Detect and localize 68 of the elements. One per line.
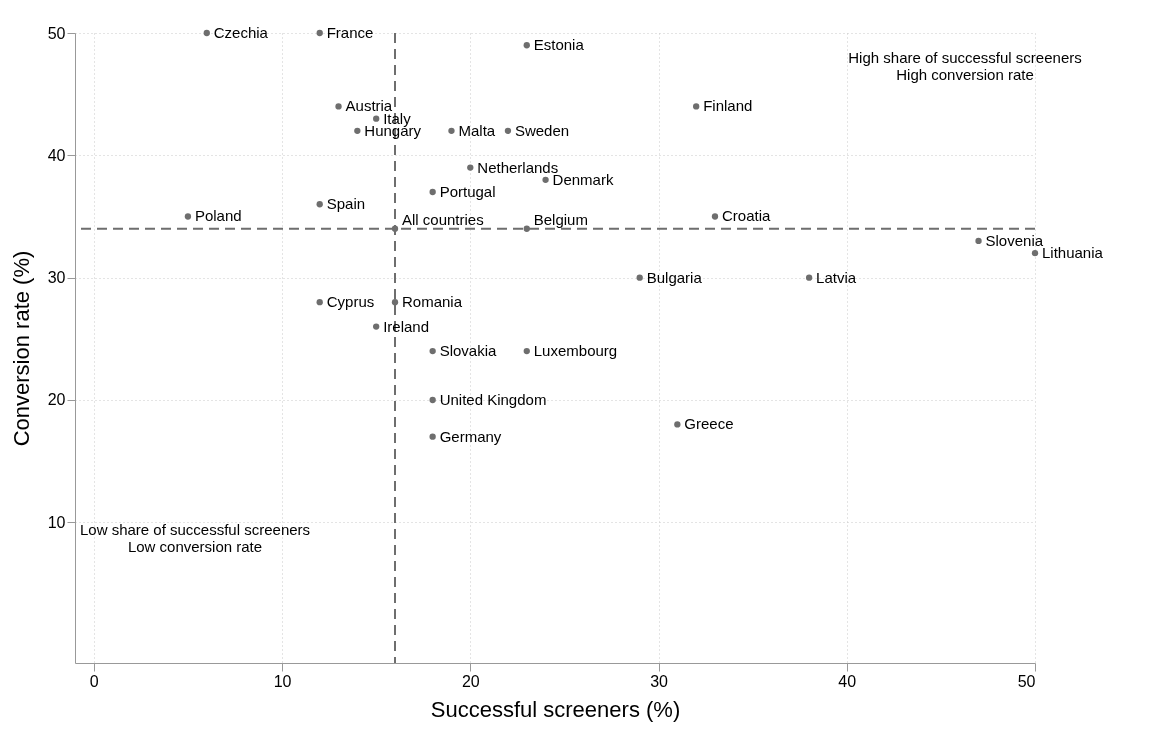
point: [429, 396, 436, 404]
data-label: Portugal: [439, 183, 496, 201]
point: [429, 433, 436, 440]
data-label: Netherlands: [477, 158, 559, 176]
data-label: Slovakia: [439, 342, 497, 360]
point: [805, 274, 813, 281]
x-tick-label: 10: [273, 672, 292, 690]
point: [523, 225, 530, 232]
point: [467, 164, 474, 171]
data-label: Romania: [402, 293, 463, 311]
x-tick-label: 50: [1017, 672, 1036, 690]
data-label: Cyprus: [326, 293, 375, 311]
point: [184, 213, 192, 220]
y-axis-title: Conversion rate (%): [8, 250, 34, 447]
point: [523, 42, 530, 49]
data-label: Czechia: [213, 24, 269, 41]
x-tick-label: 20: [461, 672, 480, 690]
point: [1031, 250, 1039, 257]
x-tick-label: 0: [89, 672, 99, 690]
data-label: Malta: [458, 121, 496, 139]
y-tick-label: 50: [47, 24, 66, 42]
x-axis-title: Successful screeners (%): [430, 696, 681, 722]
data-label: Greece: [684, 415, 734, 433]
point: [429, 347, 436, 355]
point: [316, 29, 323, 37]
data-label: Lithuania: [1042, 244, 1104, 262]
data-label: Finland: [703, 97, 753, 115]
point: [542, 176, 549, 183]
x-tick-label: 30: [650, 672, 669, 690]
point: [373, 115, 380, 122]
point: [354, 127, 361, 135]
x-tick-label: 40: [838, 672, 857, 690]
point: [711, 213, 719, 220]
point: [693, 103, 700, 110]
data-label: Estonia: [533, 36, 585, 54]
point: [975, 237, 982, 245]
y-tick-label: 10: [47, 513, 66, 531]
data-label: Slovenia: [985, 231, 1044, 249]
data-label: Belgium: [533, 210, 588, 228]
point: [523, 347, 530, 355]
data-label: All countries: [402, 210, 484, 228]
data-label: Austria: [345, 97, 393, 115]
point: [429, 188, 436, 196]
y-tick-label: 40: [47, 146, 66, 164]
data-label: Poland: [194, 207, 242, 225]
data-label: Germany: [439, 427, 502, 445]
point: [636, 274, 643, 281]
point: [203, 29, 210, 37]
point: [373, 323, 380, 330]
data-label: Luxembourg: [533, 342, 618, 360]
data-label: Bulgaria: [646, 268, 703, 286]
annotation: Low share of successful screeners Low conversion rate: [79, 521, 311, 555]
data-label: United Kingdom: [439, 390, 547, 408]
point: [448, 127, 455, 135]
y-tick-label: 30: [47, 269, 66, 287]
point: [316, 298, 323, 306]
data-label: Croatia: [722, 207, 772, 225]
data-label: Spain: [326, 195, 366, 213]
point: [391, 298, 399, 306]
point: [335, 103, 342, 110]
point: [316, 201, 323, 208]
data-label: Latvia: [816, 268, 857, 286]
point: [674, 421, 681, 428]
data-label: France: [326, 24, 374, 41]
point: [504, 127, 512, 135]
data-label: Sweden: [514, 121, 570, 139]
y-tick-label: 20: [47, 391, 66, 409]
annotation: High share of successful screeners High conversion rate: [848, 49, 1082, 83]
